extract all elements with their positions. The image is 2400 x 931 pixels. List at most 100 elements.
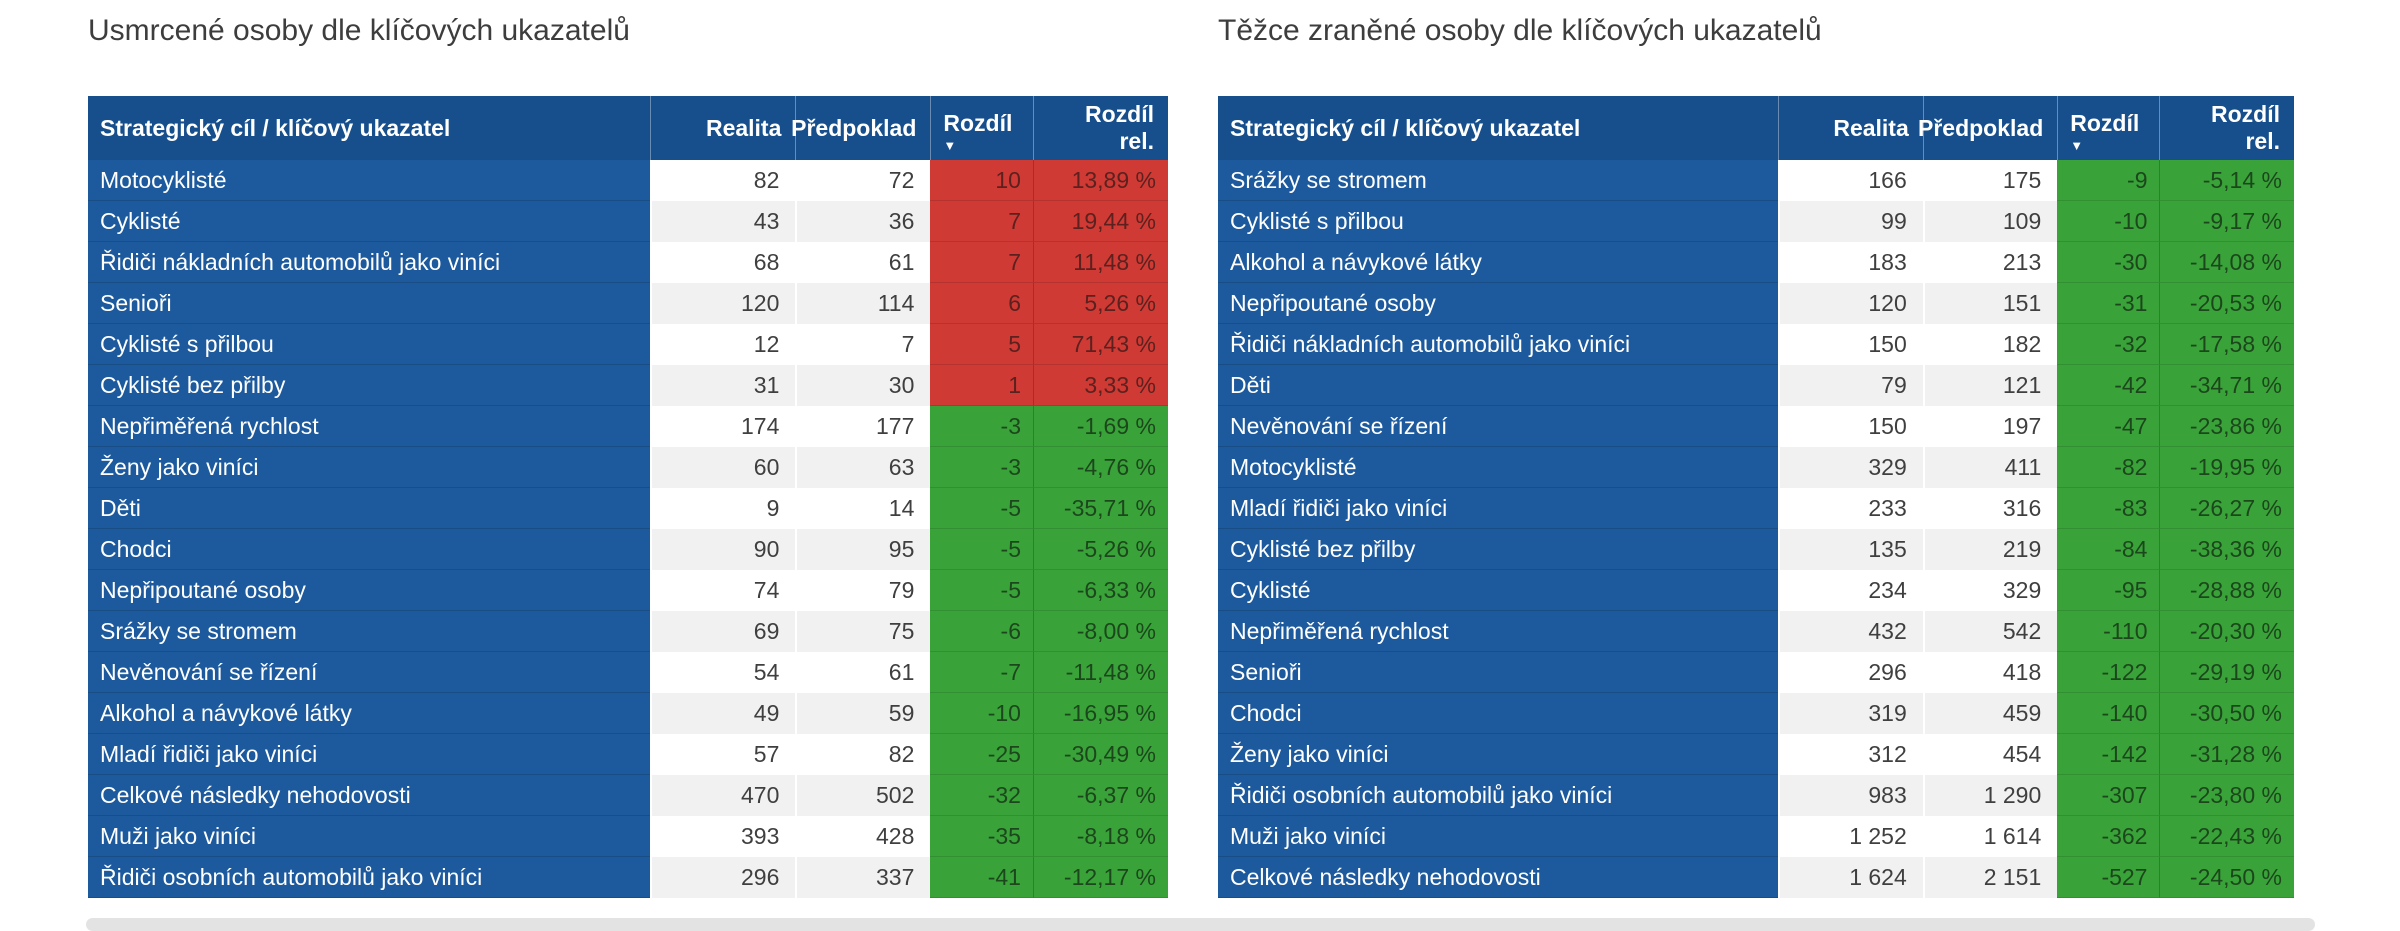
cell-rozdil[interactable]: -47 [2057,406,2160,447]
cell-indicator-label[interactable]: Mladí řidiči jako viníci [1218,488,1778,529]
cell-rozdil-rel[interactable]: -9,17 % [2159,201,2294,242]
cell-realita[interactable]: 99 [1777,201,1923,242]
cell-realita[interactable]: 150 [1777,324,1923,365]
cell-predpoklad[interactable]: 59 [795,693,931,734]
cell-rozdil[interactable]: 6 [930,283,1033,324]
cell-indicator-label[interactable]: Ženy jako viníci [88,447,650,488]
cell-realita[interactable]: 69 [649,611,796,652]
cell-predpoklad[interactable]: 2 151 [1922,857,2058,898]
cell-rozdil[interactable]: -41 [930,857,1033,898]
cell-realita[interactable]: 166 [1777,160,1923,201]
cell-rozdil[interactable]: -7 [930,652,1033,693]
cell-rozdil[interactable]: -5 [930,570,1033,611]
cell-realita[interactable]: 312 [1777,734,1923,775]
cell-rozdil[interactable]: -122 [2057,652,2160,693]
column-header-rozdil_rel[interactable]: Rozdíl rel. [1032,96,1168,160]
cell-realita[interactable]: 234 [1777,570,1923,611]
cell-predpoklad[interactable]: 177 [795,406,931,447]
cell-rozdil-rel[interactable]: -20,53 % [2159,283,2294,324]
cell-realita[interactable]: 135 [1777,529,1923,570]
cell-rozdil-rel[interactable]: -29,19 % [2159,652,2294,693]
cell-realita[interactable]: 82 [649,160,796,201]
cell-predpoklad[interactable]: 151 [1922,283,2058,324]
cell-rozdil-rel[interactable]: -17,58 % [2159,324,2294,365]
cell-indicator-label[interactable]: Cyklisté bez přilby [1218,529,1778,570]
cell-predpoklad[interactable]: 82 [795,734,931,775]
cell-rozdil-rel[interactable]: -22,43 % [2159,816,2294,857]
cell-indicator-label[interactable]: Muži jako viníci [1218,816,1778,857]
column-header-label[interactable]: Strategický cíl / klíčový ukazatel [1218,96,1778,160]
cell-rozdil[interactable]: -42 [2057,365,2160,406]
cell-realita[interactable]: 60 [649,447,796,488]
cell-rozdil-rel[interactable]: -31,28 % [2159,734,2294,775]
column-header-rozdil_rel[interactable]: Rozdíl rel. [2159,96,2294,160]
cell-rozdil[interactable]: -3 [930,447,1033,488]
cell-rozdil-rel[interactable]: -30,49 % [1032,734,1168,775]
cell-rozdil[interactable]: -32 [930,775,1033,816]
cell-realita[interactable]: 31 [649,365,796,406]
cell-realita[interactable]: 90 [649,529,796,570]
cell-rozdil[interactable]: -9 [2057,160,2160,201]
cell-predpoklad[interactable]: 337 [795,857,931,898]
cell-rozdil-rel[interactable]: -8,00 % [1032,611,1168,652]
cell-predpoklad[interactable]: 502 [795,775,931,816]
cell-indicator-label[interactable]: Řidiči nákladních automobilů jako viníci [88,242,650,283]
cell-rozdil[interactable]: 1 [930,365,1033,406]
cell-rozdil-rel[interactable]: 19,44 % [1032,201,1168,242]
cell-rozdil-rel[interactable]: 13,89 % [1032,160,1168,201]
cell-rozdil[interactable]: -5 [930,488,1033,529]
cell-indicator-label[interactable]: Nepřipoutané osoby [1218,283,1778,324]
cell-realita[interactable]: 432 [1777,611,1923,652]
cell-rozdil[interactable]: -110 [2057,611,2160,652]
cell-rozdil-rel[interactable]: -26,27 % [2159,488,2294,529]
cell-rozdil-rel[interactable]: -34,71 % [2159,365,2294,406]
cell-indicator-label[interactable]: Nevěnování se řízení [88,652,650,693]
cell-realita[interactable]: 74 [649,570,796,611]
cell-predpoklad[interactable]: 411 [1922,447,2058,488]
column-header-predpoklad[interactable]: Předpoklad [791,96,931,160]
cell-rozdil[interactable]: -5 [930,529,1033,570]
cell-indicator-label[interactable]: Senioři [1218,652,1778,693]
cell-indicator-label[interactable]: Celkové následky nehodovosti [88,775,650,816]
cell-indicator-label[interactable]: Muži jako viníci [88,816,650,857]
cell-rozdil[interactable]: -362 [2057,816,2160,857]
cell-indicator-label[interactable]: Řidiči osobních automobilů jako viníci [1218,775,1778,816]
cell-indicator-label[interactable]: Cyklisté s přilbou [88,324,650,365]
cell-realita[interactable]: 296 [649,857,796,898]
cell-rozdil-rel[interactable]: 5,26 % [1032,283,1168,324]
cell-rozdil[interactable]: -6 [930,611,1033,652]
cell-predpoklad[interactable]: 109 [1922,201,2058,242]
cell-rozdil[interactable]: -35 [930,816,1033,857]
cell-indicator-label[interactable]: Děti [1218,365,1778,406]
cell-indicator-label[interactable]: Ženy jako viníci [1218,734,1778,775]
cell-rozdil[interactable]: -142 [2057,734,2160,775]
cell-indicator-label[interactable]: Chodci [88,529,650,570]
cell-indicator-label[interactable]: Alkohol a návykové látky [1218,242,1778,283]
cell-predpoklad[interactable]: 454 [1922,734,2058,775]
cell-rozdil-rel[interactable]: -4,76 % [1032,447,1168,488]
cell-rozdil[interactable]: 7 [930,242,1033,283]
cell-realita[interactable]: 43 [649,201,796,242]
column-header-realita[interactable]: Realita [1777,96,1923,160]
cell-predpoklad[interactable]: 213 [1922,242,2058,283]
cell-rozdil[interactable]: -83 [2057,488,2160,529]
cell-predpoklad[interactable]: 36 [795,201,931,242]
cell-rozdil-rel[interactable]: -38,36 % [2159,529,2294,570]
cell-realita[interactable]: 296 [1777,652,1923,693]
cell-realita[interactable]: 68 [649,242,796,283]
cell-predpoklad[interactable]: 182 [1922,324,2058,365]
cell-rozdil-rel[interactable]: -35,71 % [1032,488,1168,529]
cell-rozdil[interactable]: -140 [2057,693,2160,734]
cell-rozdil-rel[interactable]: -23,80 % [2159,775,2294,816]
cell-realita[interactable]: 183 [1777,242,1923,283]
cell-rozdil[interactable]: -307 [2057,775,2160,816]
cell-realita[interactable]: 54 [649,652,796,693]
cell-rozdil-rel[interactable]: 11,48 % [1032,242,1168,283]
cell-rozdil[interactable]: -84 [2057,529,2160,570]
cell-predpoklad[interactable]: 61 [795,652,931,693]
cell-predpoklad[interactable]: 1 290 [1922,775,2058,816]
cell-rozdil-rel[interactable]: -19,95 % [2159,447,2294,488]
cell-indicator-label[interactable]: Srážky se stromem [88,611,650,652]
horizontal-scrollbar[interactable] [86,918,2315,931]
cell-realita[interactable]: 319 [1777,693,1923,734]
